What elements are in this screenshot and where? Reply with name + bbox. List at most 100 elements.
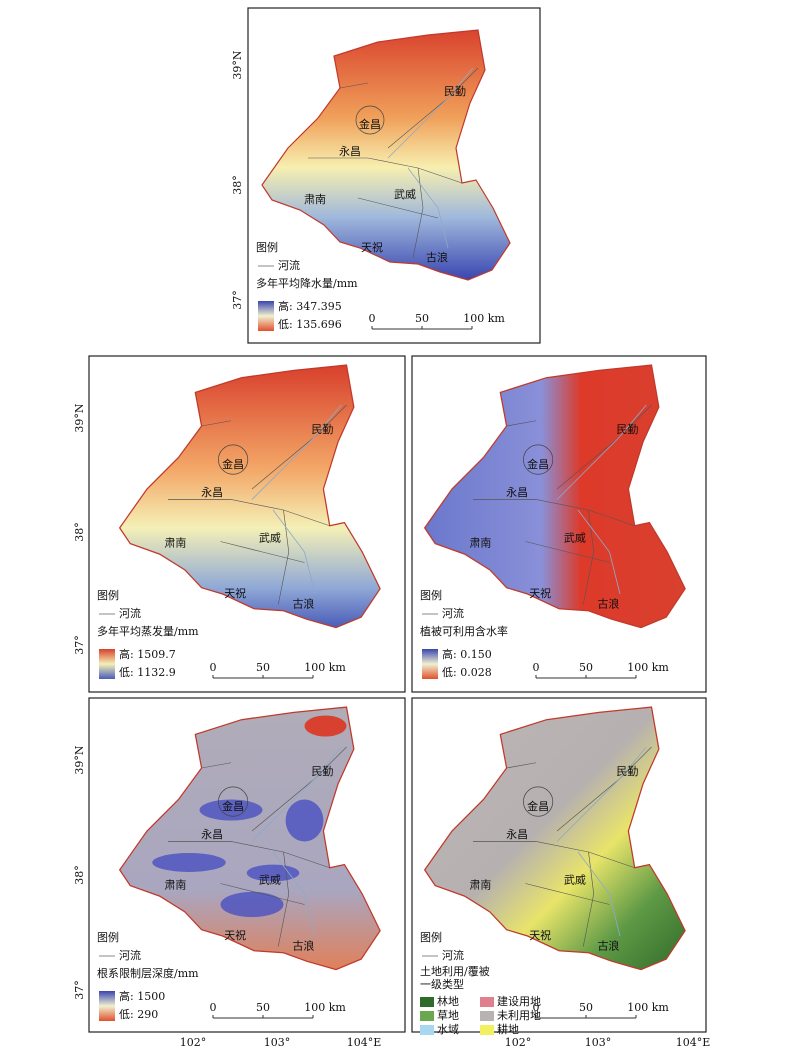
river <box>556 746 647 937</box>
county-boundary <box>167 404 347 605</box>
map-area <box>118 364 381 629</box>
legend-variable: 多年平均蒸发量/mm <box>97 624 199 638</box>
latitude-label: 37° <box>231 290 244 310</box>
place-name: 武威 <box>259 531 281 544</box>
place-name: 肃南 <box>469 879 491 892</box>
legend-high: 高: 347.395 <box>278 299 342 313</box>
map-area <box>423 706 686 971</box>
legend-class: 未利用地 <box>497 1009 541 1022</box>
river <box>387 67 474 249</box>
legend-ramp <box>258 301 274 331</box>
scale-label: 100 km <box>304 1001 346 1014</box>
latitude-label: 38° <box>73 522 86 542</box>
legend-river: 河流 <box>119 948 141 962</box>
soil-patch <box>152 853 226 872</box>
legend-river: 河流 <box>119 606 141 620</box>
latitude-label: 37° <box>73 980 86 1000</box>
latitude-label: 39°N <box>73 403 86 432</box>
county-boundary <box>167 746 347 947</box>
legend-low: 低: 290 <box>119 1008 158 1021</box>
legend-variable: 多年平均降水量/mm <box>256 276 358 290</box>
county-boundary <box>308 67 479 259</box>
soil-patch <box>246 864 300 882</box>
scale-label: 50 <box>256 1001 270 1014</box>
latitude-label: 38° <box>231 175 244 195</box>
legend-title: 图例 <box>256 240 278 254</box>
scale-label: 50 <box>256 661 270 674</box>
legend-low: 低: 135.696 <box>278 318 342 331</box>
legend-river: 河流 <box>278 258 300 272</box>
place-name: 天祝 <box>361 240 383 254</box>
scale-label: 0 <box>210 661 217 674</box>
place-name: 武威 <box>564 873 586 886</box>
place-name: 民勤 <box>311 765 333 778</box>
place-name: 天祝 <box>224 928 246 942</box>
legend-high: 高: 1500 <box>119 989 165 1003</box>
latitude-label: 39°N <box>73 745 86 774</box>
longitude-label: 104°E <box>347 1036 382 1049</box>
longitude-label: 104°E <box>676 1036 711 1049</box>
soil-patch <box>304 715 347 737</box>
legend-low: 低: 1132.9 <box>119 666 176 679</box>
longitude-label: 102° <box>180 1036 207 1049</box>
legend-title: 图例 <box>97 930 119 944</box>
legend-swatch <box>480 1025 494 1035</box>
place-name: 肃南 <box>164 537 186 550</box>
place-name: 永昌 <box>506 827 528 841</box>
map-area <box>261 29 511 281</box>
city-boundary <box>523 444 554 475</box>
place-name: 永昌 <box>506 485 528 499</box>
scale-label: 0 <box>369 312 376 325</box>
place-name: 武威 <box>259 873 281 886</box>
legend-swatch <box>420 997 434 1007</box>
river <box>251 404 342 595</box>
place-name: 民勤 <box>616 423 638 436</box>
river <box>556 404 647 595</box>
place-name: 武威 <box>564 531 586 544</box>
legend-swatch <box>480 997 494 1007</box>
legend-title: 图例 <box>420 930 442 944</box>
place-name: 天祝 <box>224 586 246 600</box>
place-name: 民勤 <box>444 85 466 98</box>
legend-class: 林地 <box>437 994 459 1008</box>
latitude-label: 37° <box>73 635 86 655</box>
region-fill <box>423 706 686 971</box>
place-name: 古浪 <box>597 939 619 953</box>
place-name: 民勤 <box>616 765 638 778</box>
legend-river: 河流 <box>442 606 464 620</box>
legend-ramp <box>422 649 438 679</box>
legend-class: 耕地 <box>497 1022 519 1036</box>
scale-label: 50 <box>579 1001 593 1014</box>
place-name: 古浪 <box>292 597 314 611</box>
scale-label: 50 <box>579 661 593 674</box>
place-name: 金昌 <box>222 799 244 813</box>
scale-label: 50 <box>415 312 429 325</box>
place-name: 肃南 <box>469 537 491 550</box>
legend-swatch <box>420 1025 434 1035</box>
county-boundary <box>472 404 652 605</box>
scale-label: 0 <box>533 661 540 674</box>
city-boundary <box>218 444 249 475</box>
legend-variable: 根系限制层深度/mm <box>97 966 199 980</box>
region-fill <box>118 364 381 629</box>
place-name: 古浪 <box>292 939 314 953</box>
legend-low: 低: 0.028 <box>442 666 492 679</box>
soil-patch <box>199 799 263 821</box>
city-boundary <box>355 105 385 135</box>
legend-class: 草地 <box>437 1009 459 1022</box>
map-area <box>423 364 686 629</box>
place-name: 古浪 <box>426 250 448 264</box>
scale-label: 0 <box>210 1001 217 1014</box>
longitude-label: 103° <box>585 1036 612 1049</box>
place-name: 古浪 <box>597 597 619 611</box>
scale-label: 0 <box>533 1001 540 1014</box>
place-name: 永昌 <box>201 827 223 841</box>
scale-label: 100 km <box>304 661 346 674</box>
soil-patch <box>285 799 324 842</box>
